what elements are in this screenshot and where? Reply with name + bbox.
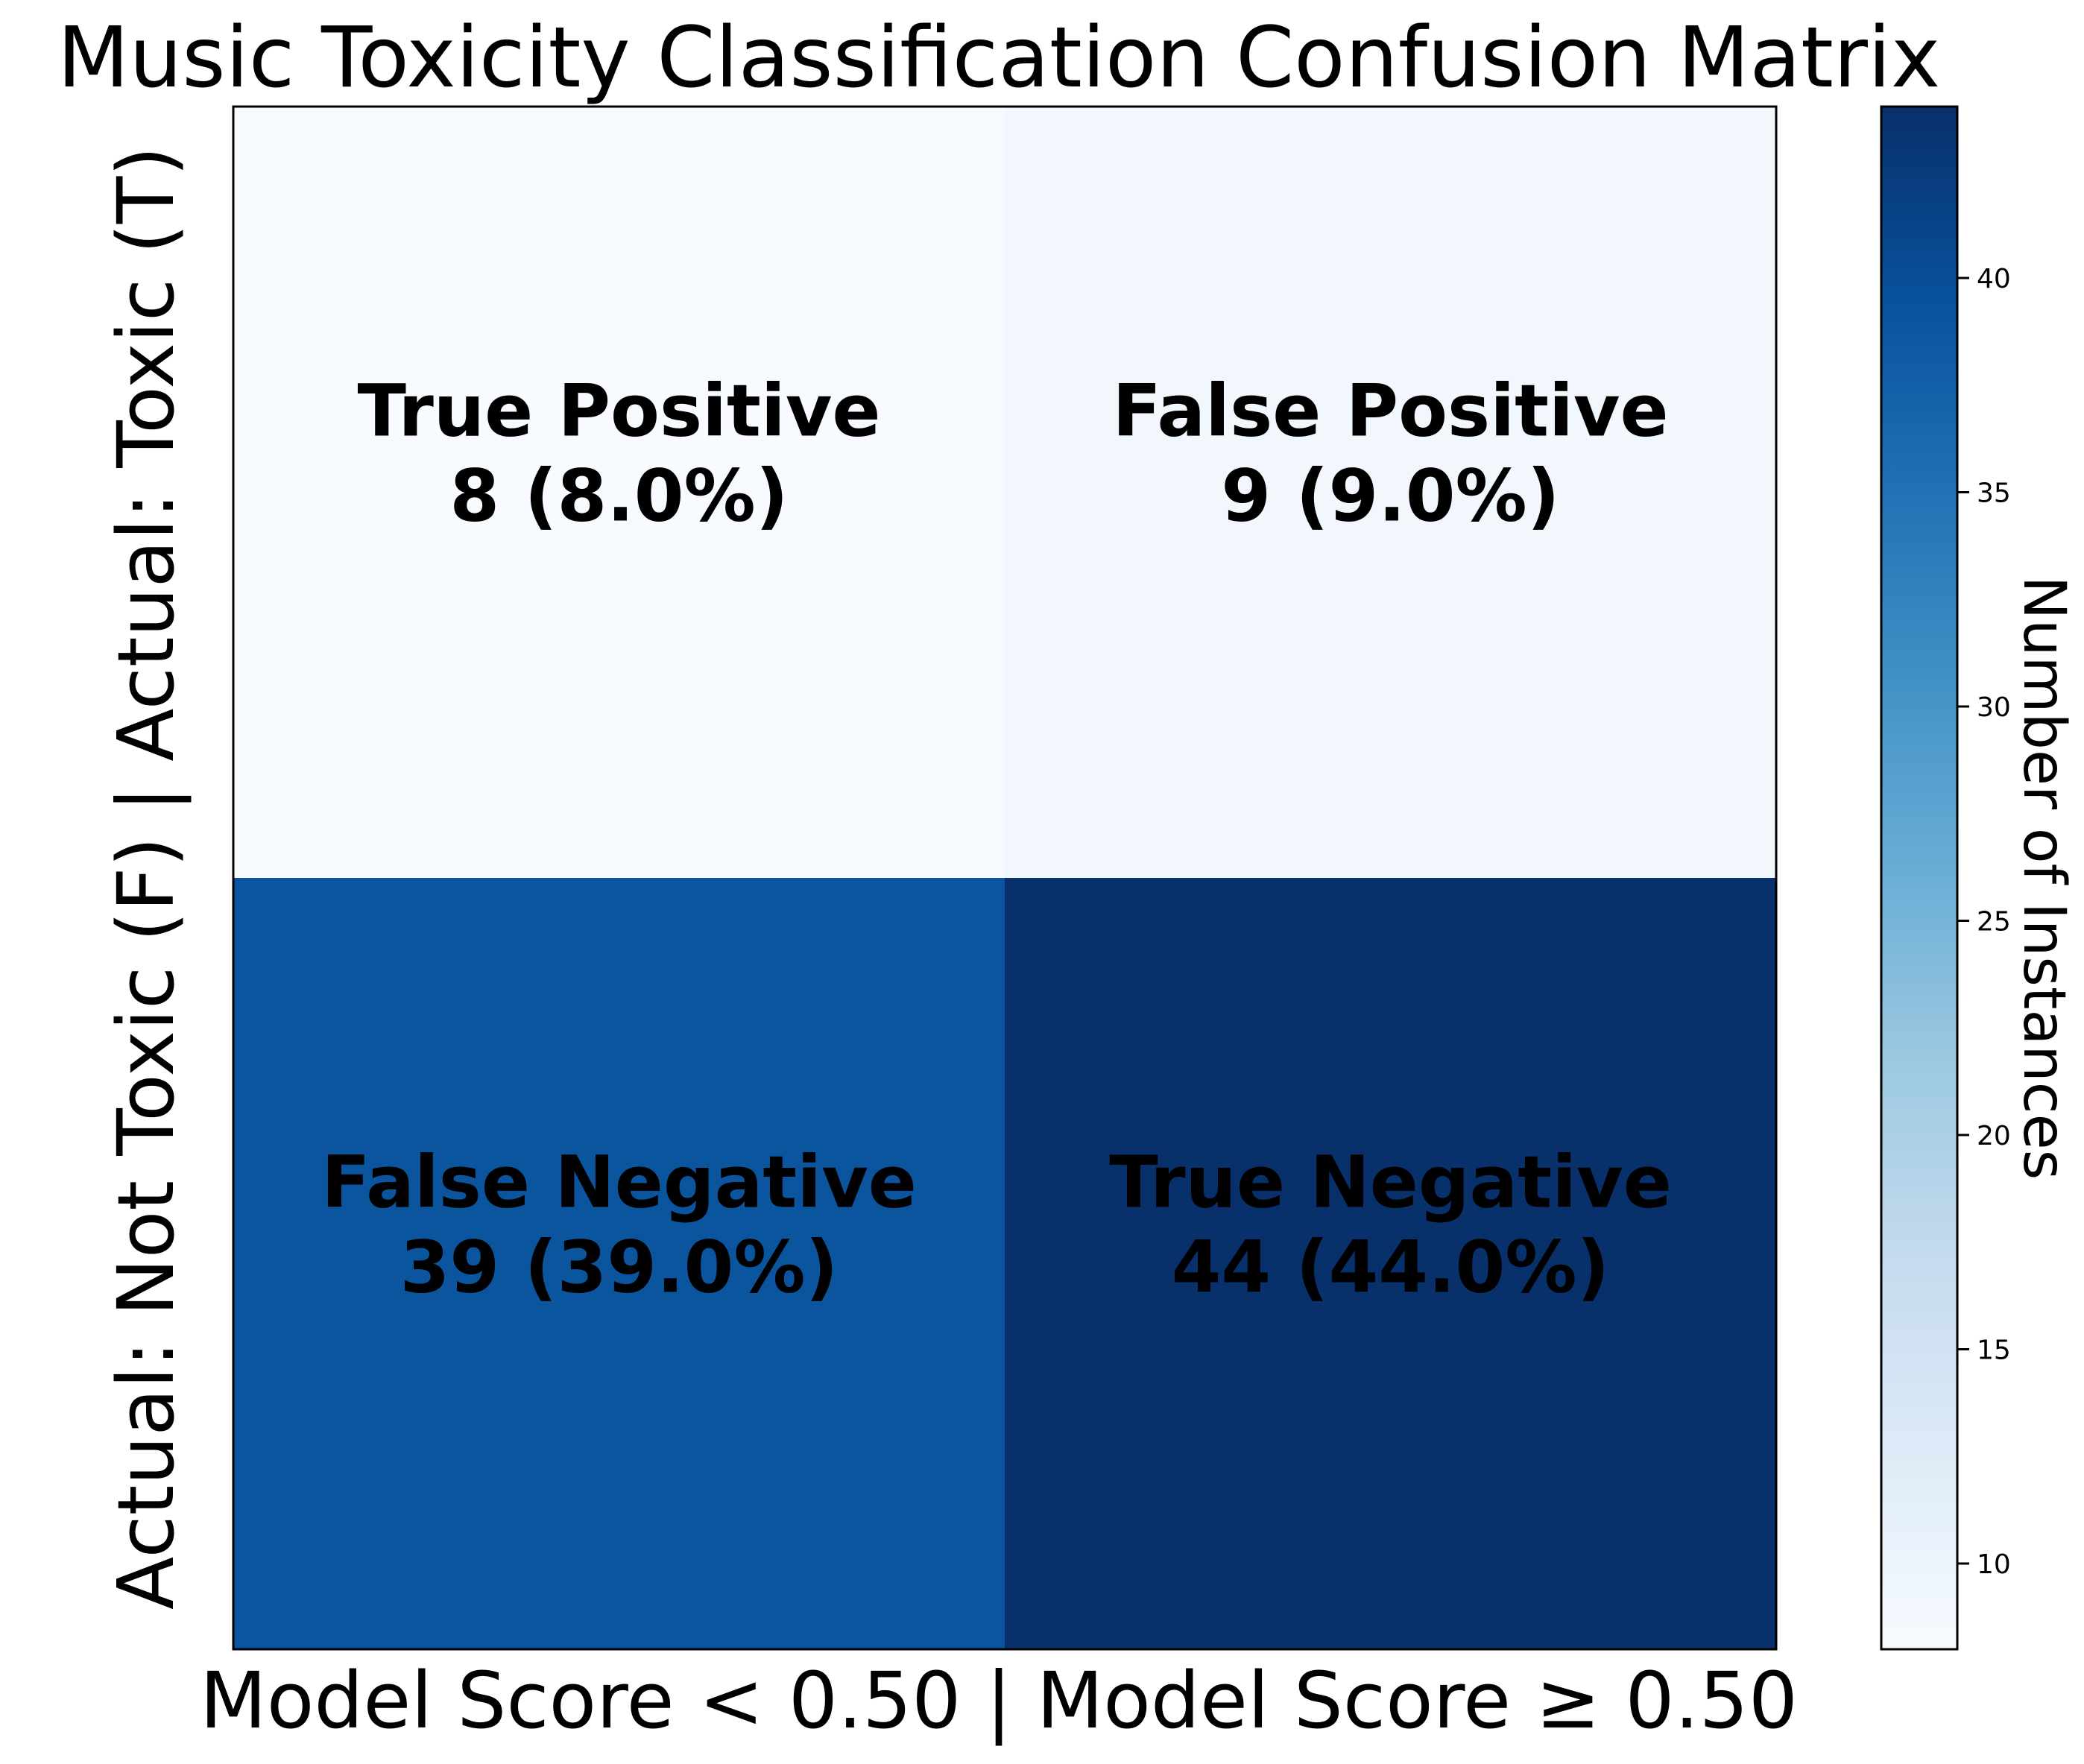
plot-frame [232, 105, 1778, 1651]
cell-name-false-negative: False Negative [321, 1141, 917, 1224]
colorbar-tick-label: 25 [1977, 907, 2011, 938]
heatmap-cells [233, 107, 1776, 1649]
y-axis-label: Actual: Not Toxic (F) | Actual: Toxic (T… [101, 146, 192, 1610]
colorbar: 10 15 20 25 30 35 40 Number of Instances [1880, 105, 2077, 1651]
cell-true-negative [1005, 878, 1776, 1649]
colorbar-label: Number of Instances [2010, 576, 2077, 1180]
chart-title: Music Toxicity Classification Confusion … [57, 10, 1941, 107]
colorbar-gradient [1881, 107, 1957, 1649]
cell-name-true-positive: True Positive [358, 370, 881, 453]
cell-value-true-negative: 44 (44.0%) [1172, 1226, 1610, 1309]
colorbar-frame [1880, 105, 1959, 1651]
cell-value-false-negative: 39 (39.0%) [400, 1226, 839, 1309]
colorbar-tick-label: 40 [1977, 264, 2011, 294]
colorbar-tick-label: 15 [1977, 1335, 2011, 1366]
cell-value-false-positive: 9 (9.0%) [1221, 455, 1559, 538]
cell-true-positive [233, 107, 1005, 878]
cell-value-true-positive: 8 (8.0%) [449, 455, 788, 538]
colorbar-tick-label: 20 [1977, 1121, 2011, 1151]
cell-false-negative [233, 878, 1005, 1649]
colorbar-tick-label: 10 [1977, 1549, 2011, 1580]
colorbar-ticks: 10 15 20 25 30 35 40 [1957, 264, 2011, 1580]
cell-name-true-negative: True Negative [1109, 1141, 1672, 1224]
cell-false-positive [1005, 107, 1776, 878]
cell-name-false-positive: False Positive [1112, 370, 1668, 453]
colorbar-tick-label: 35 [1977, 478, 2011, 509]
x-axis-label: Model Score < 0.50 | Model Score ≥ 0.50 [200, 1655, 1798, 1746]
colorbar-tick-label: 30 [1977, 692, 2011, 723]
